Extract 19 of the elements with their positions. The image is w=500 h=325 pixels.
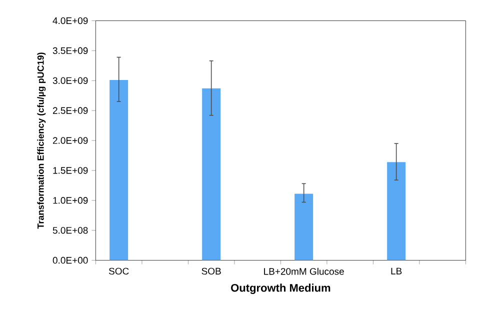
bar bbox=[387, 162, 406, 260]
bar bbox=[202, 88, 221, 260]
x-tick-label: LB+20mM Glucose bbox=[264, 268, 344, 275]
x-axis-title: Outgrowth Medium bbox=[231, 284, 330, 294]
y-tick-label: 5.0E+08 bbox=[52, 226, 88, 234]
y-tick-label: 3.5E+09 bbox=[52, 47, 88, 54]
y-tick-label: 0.0E+00 bbox=[52, 256, 88, 264]
x-tick-label: SOB bbox=[202, 268, 221, 275]
y-tick-label: 1.5E+09 bbox=[53, 167, 88, 174]
bar bbox=[110, 80, 128, 260]
y-tick-label: 4.0E+09 bbox=[52, 17, 88, 24]
y-tick-label: 2.0E+09 bbox=[52, 137, 88, 144]
x-tick-label: SOC bbox=[108, 268, 129, 275]
y-tick-label: 1.0E+09 bbox=[53, 197, 88, 204]
y-tick-label: 3.0E+09 bbox=[52, 77, 88, 84]
y-tick-label: 2.5E+09 bbox=[52, 107, 88, 114]
x-tick-label: LB bbox=[391, 268, 402, 274]
bar bbox=[294, 194, 314, 260]
y-axis-title: Transformation Efficiency (cfu/µg pUC19) bbox=[37, 52, 46, 229]
